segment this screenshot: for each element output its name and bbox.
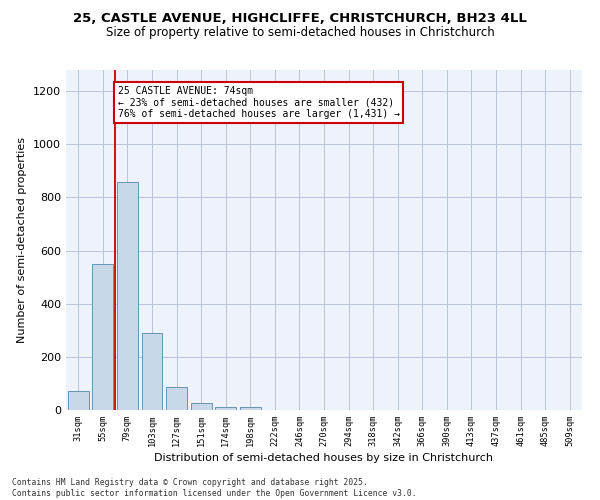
Bar — [215, 408, 236, 410]
Bar — [166, 388, 187, 410]
Text: Contains HM Land Registry data © Crown copyright and database right 2025.
Contai: Contains HM Land Registry data © Crown c… — [12, 478, 416, 498]
Text: Size of property relative to semi-detached houses in Christchurch: Size of property relative to semi-detach… — [106, 26, 494, 39]
Bar — [117, 182, 138, 410]
Bar — [68, 392, 89, 410]
Y-axis label: Number of semi-detached properties: Number of semi-detached properties — [17, 137, 28, 343]
Bar — [191, 404, 212, 410]
Bar — [92, 264, 113, 410]
X-axis label: Distribution of semi-detached houses by size in Christchurch: Distribution of semi-detached houses by … — [155, 454, 493, 464]
Text: 25 CASTLE AVENUE: 74sqm
← 23% of semi-detached houses are smaller (432)
76% of s: 25 CASTLE AVENUE: 74sqm ← 23% of semi-de… — [118, 86, 400, 119]
Bar — [142, 333, 163, 410]
Text: 25, CASTLE AVENUE, HIGHCLIFFE, CHRISTCHURCH, BH23 4LL: 25, CASTLE AVENUE, HIGHCLIFFE, CHRISTCHU… — [73, 12, 527, 26]
Bar — [240, 408, 261, 410]
